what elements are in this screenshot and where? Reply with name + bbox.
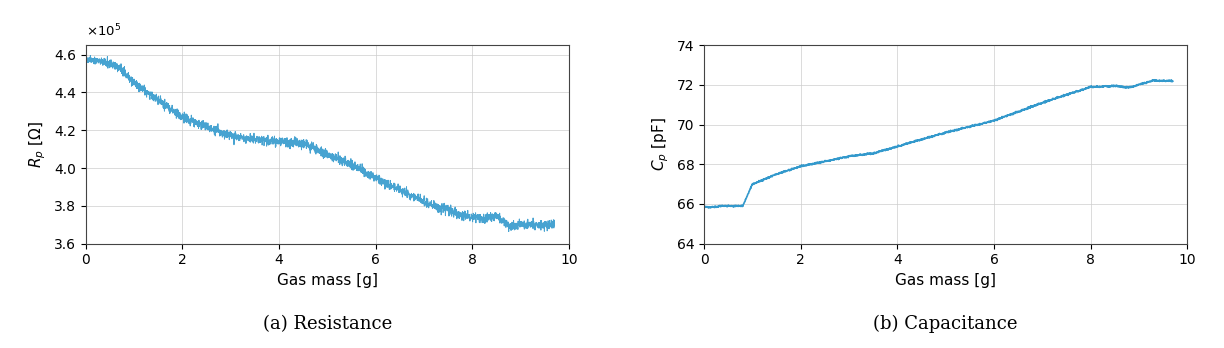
X-axis label: Gas mass [g]: Gas mass [g] [277,273,378,288]
Text: (a) Resistance: (a) Resistance [263,315,392,333]
Text: $\times\mathregular{10}^5$: $\times\mathregular{10}^5$ [86,23,121,39]
Text: (b) Capacitance: (b) Capacitance [874,315,1018,333]
X-axis label: Gas mass [g]: Gas mass [g] [895,273,996,288]
Y-axis label: $C_p$ [pF]: $C_p$ [pF] [650,118,671,171]
Y-axis label: $R_p$ [$\Omega$]: $R_p$ [$\Omega$] [28,121,49,168]
